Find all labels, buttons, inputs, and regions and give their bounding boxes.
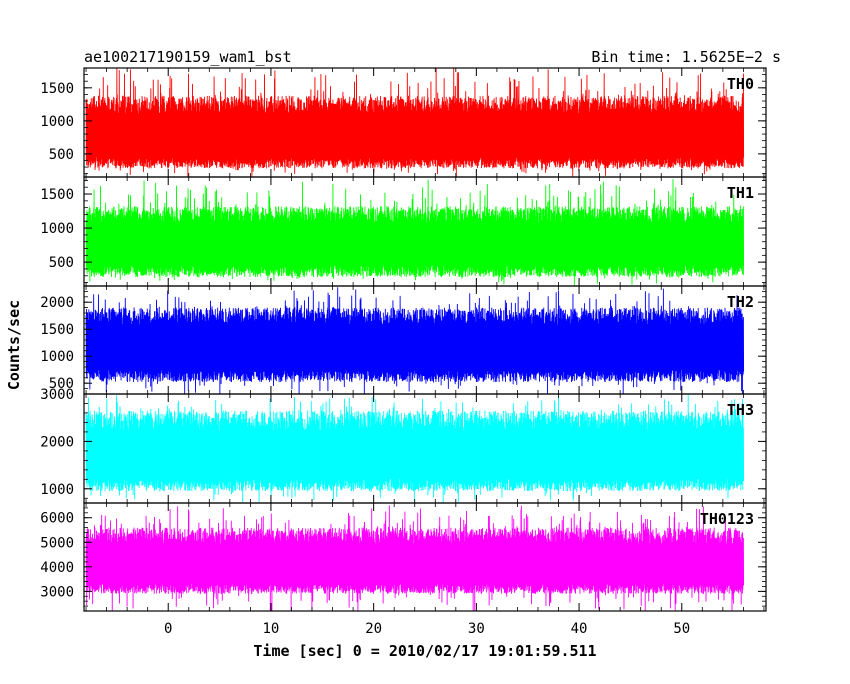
series-line-th0 [85, 68, 745, 177]
series-line-th1 [85, 179, 745, 286]
y-tick-label: 1000 [40, 482, 74, 498]
y-tick-label: 1000 [40, 221, 74, 237]
bin-time-label: Bin time: 1.5625E−2 s [591, 48, 781, 66]
y-axis-label: Counts/sec [5, 300, 23, 390]
panel-label-th1: TH1 [727, 184, 754, 202]
y-tick-label: 500 [49, 147, 74, 163]
panel-label-th3: TH3 [727, 401, 754, 419]
y-tick-label: 2000 [40, 434, 74, 450]
series-line-th0123 [85, 505, 745, 611]
panel-label-th0123: TH0123 [700, 510, 754, 528]
y-tick-label: 1500 [40, 187, 74, 203]
y-tick-label: 3000 [40, 387, 74, 403]
x-tick-label: 0 [164, 621, 172, 637]
chart-title: ae100217190159_wam1_bst [84, 48, 292, 66]
y-tick-label: 500 [49, 376, 74, 392]
panel-label-th2: TH2 [727, 293, 754, 311]
y-tick-label: 3000 [40, 584, 74, 600]
x-tick-label: 30 [468, 621, 485, 637]
y-tick-label: 2000 [40, 295, 74, 311]
x-tick-label: 50 [673, 621, 690, 637]
series-line-th2 [85, 287, 745, 394]
y-tick-label: 1000 [40, 349, 74, 365]
y-tick-label: 4000 [40, 560, 74, 576]
y-tick-label: 1500 [40, 81, 74, 97]
y-tick-label: 1500 [40, 322, 74, 338]
x-axis-label: Time [sec] 0 = 2010/02/17 19:01:59.511 [253, 642, 596, 660]
y-tick-label: 6000 [40, 511, 74, 527]
y-tick-label: 1000 [40, 114, 74, 130]
y-tick-label: 5000 [40, 535, 74, 551]
x-tick-label: 20 [365, 621, 382, 637]
panel-label-th0: TH0 [727, 75, 754, 93]
y-tick-label: 500 [49, 255, 74, 271]
x-tick-label: 10 [263, 621, 280, 637]
series-line-th3 [85, 394, 745, 503]
x-tick-label: 40 [571, 621, 588, 637]
